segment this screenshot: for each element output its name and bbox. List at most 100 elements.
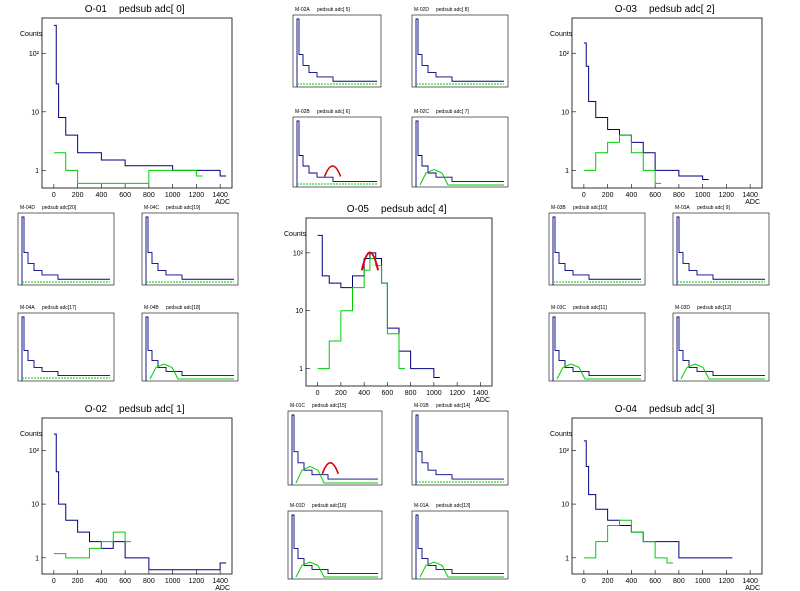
y-axis-label: Counts	[20, 431, 43, 438]
panel-channel: pedsub adc[16]	[312, 503, 347, 509]
histogram-blue	[296, 18, 377, 87]
histogram-green	[583, 519, 673, 564]
panel-title: M-03A	[675, 205, 690, 211]
x-tick-label: 1400	[742, 578, 758, 585]
histogram-panel: M-03C pedsub adc[11]	[548, 305, 646, 382]
panel-channel: pedsub adc[ 1]	[119, 404, 185, 415]
plot-frame	[571, 417, 763, 575]
x-tick-label: 1400	[212, 192, 228, 199]
x-tick-label: 600	[649, 578, 661, 585]
y-tick-label: 10	[295, 308, 303, 315]
y-axis-label: Counts	[20, 31, 43, 38]
histogram-panel: M-03B pedsub adc[10]	[548, 205, 646, 286]
histogram-blue	[53, 433, 227, 571]
x-tick-label: 600	[119, 192, 131, 199]
panel-channel: pedsub adc[20]	[42, 205, 77, 211]
x-tick-label: 200	[335, 390, 347, 397]
x-tick-label: 600	[649, 192, 661, 199]
fit-curve	[360, 251, 380, 271]
y-tick-label: 10²	[29, 51, 40, 58]
histogram-blue	[415, 414, 504, 485]
histogram-green	[295, 561, 378, 578]
x-tick-label: 1000	[165, 192, 181, 199]
x-tick-label: 1400	[473, 390, 489, 397]
histogram-blue	[291, 514, 378, 579]
histogram-panel: M-04D pedsub adc[20]	[17, 205, 115, 286]
panel-title: M-04B	[144, 305, 159, 311]
fit-curve	[323, 165, 342, 177]
x-tick-label: 600	[119, 578, 131, 585]
panel-title: M-04A	[20, 305, 35, 311]
panel-channel: pedsub adc[12]	[697, 305, 732, 311]
histogram-blue	[21, 216, 110, 285]
histogram-blue	[676, 216, 765, 285]
histogram-green	[419, 561, 504, 578]
histogram-blue	[21, 316, 110, 381]
panel-title: M-03B	[551, 205, 566, 211]
histogram-blue	[291, 414, 378, 485]
x-tick-label: 1200	[719, 192, 735, 199]
panel-title: O-01	[85, 4, 108, 15]
x-tick-label: 200	[602, 192, 614, 199]
y-tick-label: 10²	[293, 250, 304, 257]
x-axis-label: ADC	[745, 585, 760, 591]
panel-title: M-02B	[295, 109, 310, 115]
panel-title: M-04D	[20, 205, 35, 211]
y-tick-label: 10²	[559, 448, 570, 455]
panel-channel: pedsub adc[15]	[312, 403, 347, 409]
panel-channel: pedsub adc[ 7]	[436, 109, 469, 115]
panel-channel: pedsub adc[ 2]	[649, 4, 715, 15]
y-tick-label: 1	[35, 555, 39, 562]
y-tick-label: 10	[31, 109, 39, 116]
panel-title: M-01C	[290, 403, 305, 409]
panel-channel: pedsub adc[ 3]	[649, 404, 715, 415]
histogram-panel: O-04 pedsub adc[ 3] Counts ADC 0 200 400 600 800…	[550, 404, 763, 591]
histogram-panel: M-04C pedsub adc[19]	[141, 205, 239, 286]
x-tick-label: 800	[673, 578, 685, 585]
histogram-green	[295, 465, 378, 484]
plot-frame	[287, 410, 383, 486]
histogram-panel: M-03D pedsub adc[12]	[672, 305, 770, 382]
panel-title: M-02C	[414, 109, 429, 115]
histogram-blue	[676, 316, 765, 381]
histogram-panel: O-01 pedsub adc[ 0] Counts ADC 0 200 400 600 800…	[20, 4, 233, 206]
y-tick-label: 1	[35, 168, 39, 175]
x-tick-label: 1000	[695, 192, 711, 199]
y-tick-label: 1	[565, 555, 569, 562]
x-tick-label: 1200	[449, 390, 465, 397]
panel-title: M-01B	[414, 403, 429, 409]
x-tick-label: 1400	[212, 578, 228, 585]
histogram-panel: M-01B pedsub adc[14]	[411, 403, 509, 486]
fit-curve	[321, 462, 340, 475]
plot-frame	[41, 417, 233, 575]
histogram-panel: M-01D pedsub adc[16]	[287, 503, 383, 580]
histogram-green	[583, 134, 662, 184]
histogram-blue	[145, 216, 234, 285]
plot-frame	[17, 312, 115, 382]
x-tick-label: 400	[96, 578, 108, 585]
y-tick-label: 10	[561, 502, 569, 509]
x-axis-label: ADC	[745, 199, 760, 206]
x-tick-label: 800	[143, 578, 155, 585]
x-tick-label: 200	[602, 578, 614, 585]
panel-title: O-03	[615, 4, 638, 15]
histogram-green	[556, 363, 641, 380]
histogram-panel: M-02A pedsub adc[ 5]	[292, 7, 382, 88]
histogram-green	[53, 531, 132, 559]
plot-frame	[672, 212, 770, 286]
histogram-blue	[317, 234, 440, 379]
x-axis-label: ADC	[215, 585, 230, 591]
histogram-panel: M-01A pedsub adc[13]	[411, 503, 509, 580]
panel-title: M-01D	[290, 503, 305, 509]
histogram-blue	[552, 216, 641, 285]
histogram-green	[53, 152, 203, 184]
plot-frame	[41, 17, 233, 189]
plot-frame	[292, 116, 382, 188]
panel-channel: pedsub adc[ 4]	[381, 204, 447, 215]
panel-channel: pedsub adc[ 5]	[317, 7, 350, 13]
panel-channel: pedsub adc[18]	[166, 305, 201, 311]
plot-frame	[411, 14, 509, 88]
x-tick-label: 1200	[189, 578, 205, 585]
x-tick-label: 0	[582, 192, 586, 199]
